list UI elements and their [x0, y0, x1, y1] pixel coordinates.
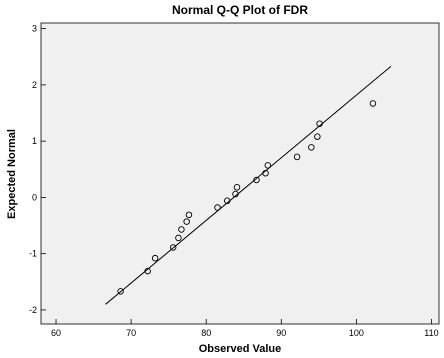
data-point — [233, 184, 241, 191]
x-tick-label: 90 — [276, 328, 286, 338]
data-point — [232, 190, 239, 198]
x-tick-label: 60 — [51, 328, 61, 338]
data-point — [308, 144, 315, 151]
data-point — [183, 218, 190, 225]
x-axis-label: Observed Value — [199, 343, 282, 355]
plot-area — [41, 23, 439, 324]
reference-line — [105, 65, 392, 305]
data-point — [151, 254, 159, 262]
x-tick-label: 100 — [349, 328, 364, 338]
data-point — [175, 234, 182, 242]
data-point — [117, 288, 124, 295]
data-point — [169, 244, 177, 251]
data-point — [144, 267, 151, 275]
data-point — [185, 211, 193, 219]
data-point — [264, 162, 272, 169]
x-axis-ticks: 60 70 80 90 100 110 — [51, 319, 439, 338]
data-points — [117, 100, 377, 295]
plot-frame — [40, 22, 440, 325]
chart-title: Normal Q-Q Plot of FDR — [172, 3, 308, 17]
y-tick-label: 1 — [32, 136, 37, 146]
y-tick-label: 2 — [32, 80, 37, 90]
x-tick-label: 80 — [201, 328, 211, 338]
data-point — [262, 169, 269, 177]
data-point — [214, 204, 221, 211]
y-tick-label: 3 — [32, 24, 37, 34]
data-point — [314, 133, 321, 140]
y-tick-label: 0 — [32, 192, 37, 202]
x-tick-label: 70 — [126, 328, 136, 338]
x-tick-label: 110 — [424, 328, 438, 338]
y-tick-label: -2 — [29, 305, 37, 315]
y-axis-ticks: -2 -1 0 1 2 3 — [29, 24, 46, 315]
data-point — [316, 120, 323, 127]
data-point — [293, 153, 301, 161]
data-point — [369, 100, 377, 107]
data-point — [223, 197, 231, 205]
y-axis-label: Expected Normal — [6, 129, 18, 219]
data-point — [178, 226, 185, 233]
data-point — [253, 176, 260, 184]
y-tick-label: -1 — [29, 249, 37, 259]
